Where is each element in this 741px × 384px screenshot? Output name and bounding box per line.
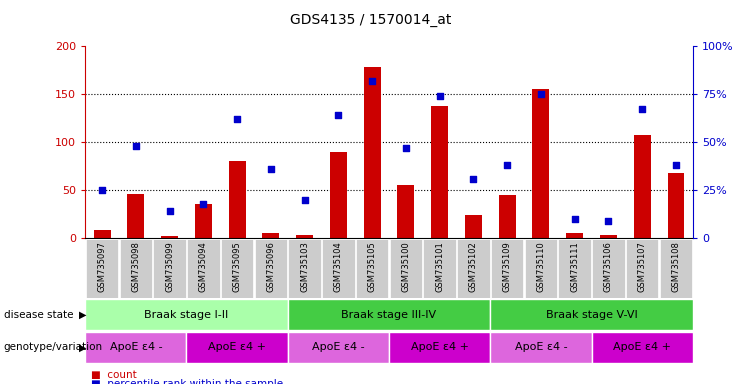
Text: GSM735102: GSM735102 bbox=[469, 241, 478, 292]
Bar bbox=[389, 332, 491, 362]
Text: GSM735109: GSM735109 bbox=[502, 241, 512, 292]
Text: ■  count: ■ count bbox=[91, 370, 137, 380]
FancyBboxPatch shape bbox=[390, 239, 422, 298]
Point bbox=[433, 93, 445, 99]
Text: GSM735110: GSM735110 bbox=[536, 241, 545, 292]
Point bbox=[333, 112, 345, 118]
Bar bbox=[566, 233, 583, 238]
Bar bbox=[229, 161, 245, 238]
Bar bbox=[491, 300, 693, 330]
FancyBboxPatch shape bbox=[525, 239, 557, 298]
Bar bbox=[195, 204, 212, 238]
FancyBboxPatch shape bbox=[187, 239, 219, 298]
Bar bbox=[465, 215, 482, 238]
Bar bbox=[668, 173, 685, 238]
FancyBboxPatch shape bbox=[592, 239, 625, 298]
Text: GSM735099: GSM735099 bbox=[165, 241, 174, 292]
Text: GSM735107: GSM735107 bbox=[638, 241, 647, 292]
FancyBboxPatch shape bbox=[423, 239, 456, 298]
Bar bbox=[85, 332, 187, 362]
Point bbox=[670, 162, 682, 168]
Bar bbox=[127, 194, 144, 238]
Bar bbox=[491, 332, 591, 362]
Text: GSM735095: GSM735095 bbox=[233, 241, 242, 292]
Text: GSM735111: GSM735111 bbox=[570, 241, 579, 292]
Text: ApoE ε4 +: ApoE ε4 + bbox=[411, 342, 468, 353]
Text: GSM735098: GSM735098 bbox=[131, 241, 140, 292]
Text: ApoE ε4 +: ApoE ε4 + bbox=[614, 342, 671, 353]
Point bbox=[569, 216, 581, 222]
Bar bbox=[634, 136, 651, 238]
FancyBboxPatch shape bbox=[119, 239, 152, 298]
FancyBboxPatch shape bbox=[255, 239, 287, 298]
Bar bbox=[499, 195, 516, 238]
Text: ApoE ε4 -: ApoE ε4 - bbox=[312, 342, 365, 353]
Bar bbox=[600, 235, 617, 238]
Bar bbox=[296, 235, 313, 238]
FancyBboxPatch shape bbox=[659, 239, 692, 298]
Point bbox=[231, 116, 243, 122]
Text: GSM735101: GSM735101 bbox=[435, 241, 444, 292]
Point bbox=[501, 162, 513, 168]
FancyBboxPatch shape bbox=[491, 239, 523, 298]
Point bbox=[197, 200, 209, 207]
Text: genotype/variation: genotype/variation bbox=[4, 342, 103, 353]
Point bbox=[265, 166, 277, 172]
FancyBboxPatch shape bbox=[153, 239, 186, 298]
Bar bbox=[85, 300, 288, 330]
Text: Braak stage III-IV: Braak stage III-IV bbox=[342, 310, 436, 320]
Text: ▶: ▶ bbox=[79, 342, 87, 353]
FancyBboxPatch shape bbox=[288, 239, 321, 298]
Text: GSM735097: GSM735097 bbox=[98, 241, 107, 292]
Point bbox=[468, 175, 479, 182]
Point bbox=[299, 197, 310, 203]
Bar bbox=[533, 89, 549, 238]
Bar bbox=[288, 332, 389, 362]
Text: GDS4135 / 1570014_at: GDS4135 / 1570014_at bbox=[290, 13, 451, 27]
Bar bbox=[397, 185, 414, 238]
Text: GSM735104: GSM735104 bbox=[334, 241, 343, 292]
Text: GSM735103: GSM735103 bbox=[300, 241, 309, 292]
Point bbox=[366, 78, 378, 84]
Point bbox=[130, 143, 142, 149]
Text: GSM735106: GSM735106 bbox=[604, 241, 613, 292]
Bar bbox=[431, 106, 448, 238]
Text: ■  percentile rank within the sample: ■ percentile rank within the sample bbox=[91, 379, 283, 384]
Bar bbox=[364, 67, 381, 238]
Text: GSM735094: GSM735094 bbox=[199, 241, 208, 292]
Bar bbox=[93, 230, 110, 238]
Point bbox=[535, 91, 547, 97]
Bar bbox=[262, 233, 279, 238]
Text: disease state: disease state bbox=[4, 310, 73, 320]
FancyBboxPatch shape bbox=[559, 239, 591, 298]
FancyBboxPatch shape bbox=[356, 239, 388, 298]
FancyBboxPatch shape bbox=[322, 239, 355, 298]
FancyBboxPatch shape bbox=[86, 239, 119, 298]
Text: ApoE ε4 -: ApoE ε4 - bbox=[110, 342, 162, 353]
Text: Braak stage I-II: Braak stage I-II bbox=[144, 310, 229, 320]
Point bbox=[400, 145, 412, 151]
Text: ApoE ε4 -: ApoE ε4 - bbox=[514, 342, 568, 353]
Point bbox=[637, 106, 648, 113]
Bar bbox=[288, 300, 491, 330]
Point bbox=[96, 187, 108, 193]
Text: ▶: ▶ bbox=[79, 310, 87, 320]
Point bbox=[164, 208, 176, 214]
FancyBboxPatch shape bbox=[626, 239, 659, 298]
Point bbox=[602, 218, 614, 224]
Text: GSM735100: GSM735100 bbox=[402, 241, 411, 292]
Text: ApoE ε4 +: ApoE ε4 + bbox=[208, 342, 266, 353]
Text: GSM735096: GSM735096 bbox=[266, 241, 276, 292]
Bar bbox=[591, 332, 693, 362]
Bar bbox=[187, 332, 288, 362]
FancyBboxPatch shape bbox=[221, 239, 253, 298]
FancyBboxPatch shape bbox=[457, 239, 490, 298]
Text: GSM735108: GSM735108 bbox=[671, 241, 680, 292]
Bar bbox=[330, 152, 347, 238]
Bar bbox=[161, 236, 178, 238]
Text: GSM735105: GSM735105 bbox=[368, 241, 376, 292]
Text: Braak stage V-VI: Braak stage V-VI bbox=[545, 310, 637, 320]
